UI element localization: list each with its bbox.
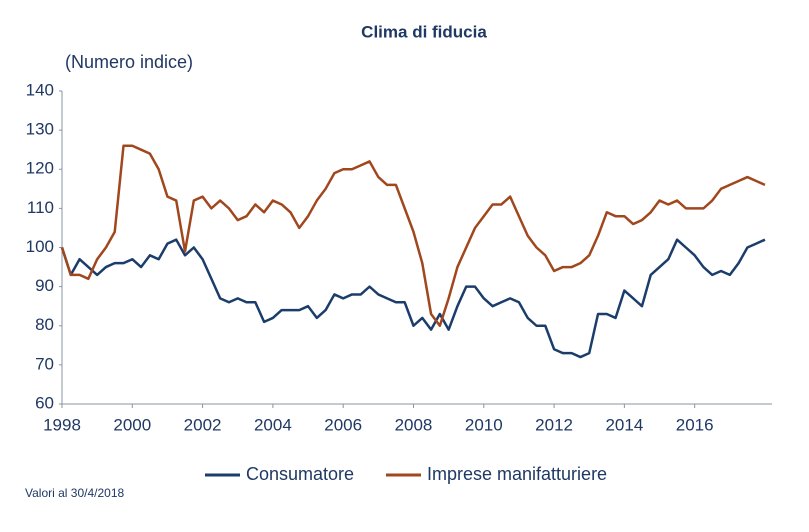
y-tick-label: 80 bbox=[35, 315, 54, 334]
x-tick-label: 2004 bbox=[254, 415, 292, 434]
y-tick-label: 100 bbox=[26, 237, 54, 256]
series-line bbox=[60, 144, 766, 327]
legend-label: Consumatore bbox=[246, 464, 354, 484]
y-tick-label: 140 bbox=[26, 80, 54, 99]
x-tick-label: 2010 bbox=[465, 415, 503, 434]
x-tick-label: 2000 bbox=[113, 415, 151, 434]
note: Valori al 30/4/2018 bbox=[25, 486, 125, 500]
x-tick-label: 1998 bbox=[43, 415, 81, 434]
x-tick-label: 2006 bbox=[324, 415, 362, 434]
y-tick-label: 70 bbox=[35, 354, 54, 373]
chart-title: Clima di fiducia bbox=[361, 22, 487, 41]
y-axis-label: (Numero indice) bbox=[65, 52, 193, 72]
x-tick-label: 2014 bbox=[605, 415, 643, 434]
y-tick-label: 110 bbox=[27, 198, 54, 217]
x-tick-label: 2008 bbox=[395, 415, 433, 434]
y-tick-label: 120 bbox=[26, 159, 54, 178]
x-tick-label: 2012 bbox=[535, 415, 573, 434]
series-line bbox=[60, 238, 766, 359]
x-tick-label: 2002 bbox=[184, 415, 222, 434]
y-tick-label: 130 bbox=[26, 120, 54, 139]
y-tick-label: 90 bbox=[35, 276, 54, 295]
x-tick-label: 2016 bbox=[676, 415, 714, 434]
y-tick-label: 60 bbox=[35, 393, 54, 412]
legend-label: Imprese manifatturiere bbox=[427, 464, 607, 484]
